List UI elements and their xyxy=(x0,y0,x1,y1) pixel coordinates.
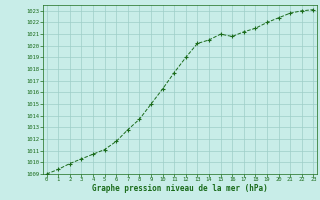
X-axis label: Graphe pression niveau de la mer (hPa): Graphe pression niveau de la mer (hPa) xyxy=(92,184,268,193)
